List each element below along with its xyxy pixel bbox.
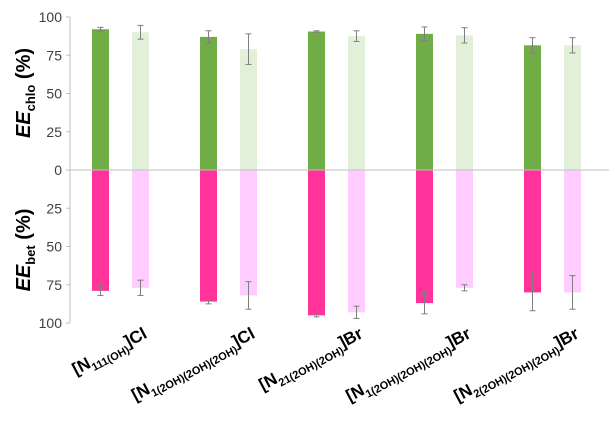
y-axis-label-bottom-tail: (%) [13,209,35,246]
x-category-label-sub: 1(2OH)(2OH)(2OH) [364,345,455,401]
axes-layer [66,16,609,324]
y-tick-label-bottom: 75 [46,277,62,293]
chlo-bar-s1-c3 [308,31,325,170]
y-tick-label-top: 50 [46,86,62,102]
bet-bar-s2-c1 [132,170,149,288]
chlo-bar-s2-c1 [132,32,149,170]
x-category-label-sub: 111(OH) [90,344,132,374]
y-axis-label-top-sub: chlo [23,85,38,112]
x-category-label-sub: 1(2OH)(2OH)(2OH) [149,344,240,400]
chlo-bar-s2-c5 [564,45,581,170]
y-tick-label-top: 100 [39,9,63,25]
y-tick-label-top: 25 [46,124,62,140]
y-axis-label-top: EEchlo (%) [13,48,38,138]
x-category-label: [N1(2OH)(2OH)(2OH)]Cl [128,324,259,408]
bet-bar-s1-c3 [308,170,325,316]
chlo-bar-s1-c5 [524,45,541,170]
x-category-label-main: [N [69,354,94,379]
chlo-bar-s1-c2 [200,36,217,170]
bars-layer [92,29,581,316]
x-category-label-main: [N [451,380,476,405]
x-category-label-sub: 21(2OH)(2OH) [277,345,347,390]
x-category-label-main: [N [128,379,153,404]
y-tick-label-bottom: 100 [39,315,63,331]
bet-bar-s2-c4 [456,170,473,288]
y-tick-label-bottom: 50 [46,239,62,255]
bet-bar-s2-c2 [240,170,257,296]
x-category-label-sub: 2(2OH)(2OH)(2OH) [472,345,563,401]
chlo-bar-s2-c3 [348,36,365,170]
y-axis-label-top-main: EE [13,111,35,138]
y-axis-label-top-tail: (%) [13,48,35,85]
x-category-label: [N111(OH)]Cl [69,324,152,383]
bet-bar-s1-c1 [92,170,109,291]
y-tick-label-bottom: 25 [46,200,62,216]
bet-bar-s1-c2 [200,170,217,302]
y-axis-label-bottom: EEbet (%) [13,209,38,292]
x-category-label-main: [N [256,369,281,394]
chlo-bar-s2-c2 [240,49,257,170]
y-tick-label-top: 0 [54,162,62,178]
y-axis-label-bottom-sub: bet [23,245,38,265]
chlo-bar-s1-c1 [92,29,109,170]
chlo-bar-s1-c4 [416,33,433,170]
y-axis-label-bottom-main: EE [13,264,35,291]
bet-bar-s2-c3 [348,170,365,313]
chlo-bar-s2-c4 [456,35,473,170]
bet-bar-s2-c5 [564,170,581,293]
y-tick-label-top: 75 [46,47,62,63]
bet-bar-s1-c5 [524,170,541,293]
x-category-label-main: [N [343,380,368,405]
error-bars-layer [97,24,576,319]
bet-bar-s1-c4 [416,170,433,304]
